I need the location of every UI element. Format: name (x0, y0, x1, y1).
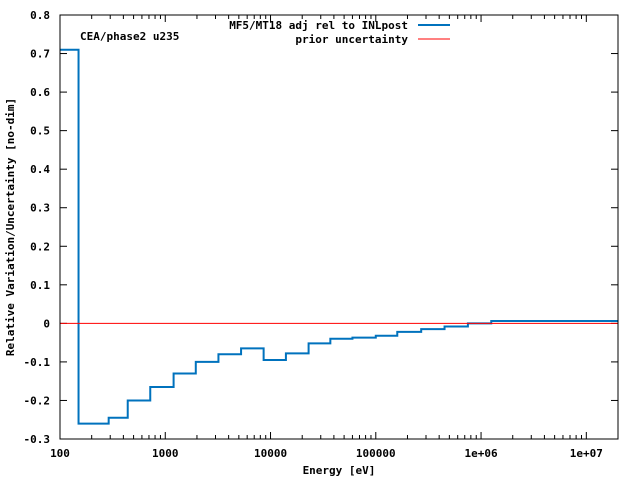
plot-frame (59, 14, 619, 440)
x-tick-label: 10000 (254, 447, 287, 460)
y-tick-label: 0 (43, 317, 50, 330)
x-tick-label: 1000 (152, 447, 179, 460)
y-tick-label: 0.8 (30, 9, 50, 22)
legend-label: prior uncertainty (295, 33, 408, 46)
x-tick-label: 1e+06 (464, 447, 497, 460)
y-tick-labels: -0.3 -0.2 -0.1 0 0.1 0.2 0.3 0.4 0.5 0.6 0.7 0.8 (24, 9, 51, 446)
y-axis-label: Relative Variation/Uncertainty [no-dim] (4, 98, 17, 356)
y-tick-label: 0.2 (30, 240, 50, 253)
y-tick-label: 0.4 (30, 163, 50, 176)
x-tick-label: 100 (50, 447, 70, 460)
series-layer (60, 48, 618, 425)
x-tick-label: 1e+07 (570, 447, 603, 460)
x-tick-label: 100000 (356, 447, 396, 460)
x-axis-label: Energy [eV] (303, 464, 376, 477)
y-tick-label: 0.1 (30, 279, 50, 292)
y-tick-label: 0.7 (30, 48, 50, 61)
x-tick-labels: 100 1000 10000 100000 1e+06 1e+07 (50, 447, 603, 460)
series-line-0 (60, 48, 618, 425)
chart-annotation: CEA/phase2 u235 (80, 30, 179, 43)
y-tick-label: -0.1 (24, 356, 51, 369)
y-tick-label: -0.3 (24, 433, 51, 446)
legend-label: MF5/MT18 adj rel to INLpost (229, 19, 408, 32)
axis-ticks (59, 14, 619, 440)
y-tick-label: -0.2 (24, 394, 51, 407)
y-tick-label: 0.5 (30, 125, 50, 138)
y-tick-label: 0.3 (30, 202, 50, 215)
y-tick-label: 0.6 (30, 86, 50, 99)
